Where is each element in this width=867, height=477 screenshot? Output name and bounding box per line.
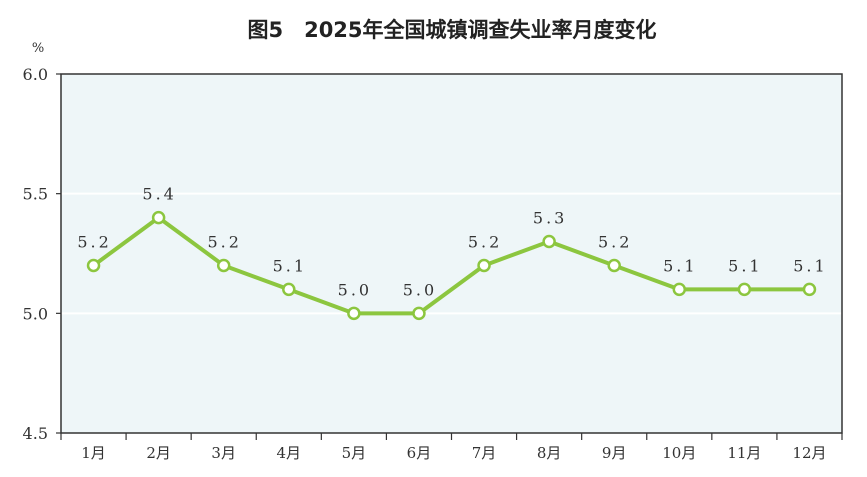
data-point xyxy=(607,258,621,273)
data-label: 5.1 xyxy=(663,256,697,275)
data-label: 5.2 xyxy=(77,232,111,251)
x-tick-label: 8月 xyxy=(537,444,562,462)
data-point xyxy=(347,306,361,321)
x-tick-label: 5月 xyxy=(342,444,367,462)
data-label: 5.2 xyxy=(598,232,632,251)
x-tick-label: 7月 xyxy=(472,444,497,462)
y-tick-label: 4.5 xyxy=(23,424,48,443)
data-label: 5.3 xyxy=(533,209,567,228)
data-point xyxy=(216,258,231,273)
data-label: 5.2 xyxy=(207,232,241,251)
data-labels: 5.2 5.4 5.2 5.1 5.0 5.0 5.2 5.3 5.2 5.1 5.1 5.1 xyxy=(77,185,827,300)
x-tick-label: 12月 xyxy=(792,444,826,462)
data-point xyxy=(737,282,752,297)
data-point xyxy=(542,234,556,249)
data-label: 5.2 xyxy=(468,232,502,251)
data-point xyxy=(672,282,687,297)
data-point xyxy=(151,210,166,225)
y-axis-unit: % xyxy=(32,41,44,56)
x-tick-label: 9月 xyxy=(602,444,627,462)
data-label: 5.4 xyxy=(142,185,176,204)
data-point xyxy=(412,306,426,321)
y-tick-label: 5.5 xyxy=(23,185,48,204)
x-tick-label: 2月 xyxy=(146,444,171,462)
series-line xyxy=(86,210,817,321)
gridlines xyxy=(61,192,842,315)
data-point xyxy=(282,282,296,297)
data-label: 5.0 xyxy=(338,280,372,299)
x-tick-label: 6月 xyxy=(407,444,432,462)
data-point xyxy=(477,258,491,273)
data-label: 5.1 xyxy=(273,256,307,275)
data-label: 5.1 xyxy=(793,256,827,275)
x-tick-label: 1月 xyxy=(81,444,106,462)
plot-area xyxy=(61,74,842,433)
x-tick-label: 11月 xyxy=(727,444,761,462)
x-axis-ticks: 1月 2月 3月 4月 5月 6月 7月 8月 9月 10月 11月 12月 xyxy=(60,433,843,462)
data-point xyxy=(802,282,817,297)
x-tick-label: 10月 xyxy=(662,444,696,462)
series-line-path xyxy=(91,215,812,316)
chart-title: 图5 2025年全国城镇调查失业率月度变化 xyxy=(247,18,656,42)
data-label: 5.0 xyxy=(403,280,437,299)
y-tick-label: 6.0 xyxy=(23,65,48,84)
x-tick-label: 4月 xyxy=(277,444,302,462)
y-axis-ticks: 4.5 5.0 5.5 6.0 xyxy=(23,65,61,443)
data-point xyxy=(86,258,101,273)
x-tick-label: 3月 xyxy=(211,444,236,462)
y-tick-label: 5.0 xyxy=(23,304,48,323)
data-label: 5.1 xyxy=(728,256,762,275)
